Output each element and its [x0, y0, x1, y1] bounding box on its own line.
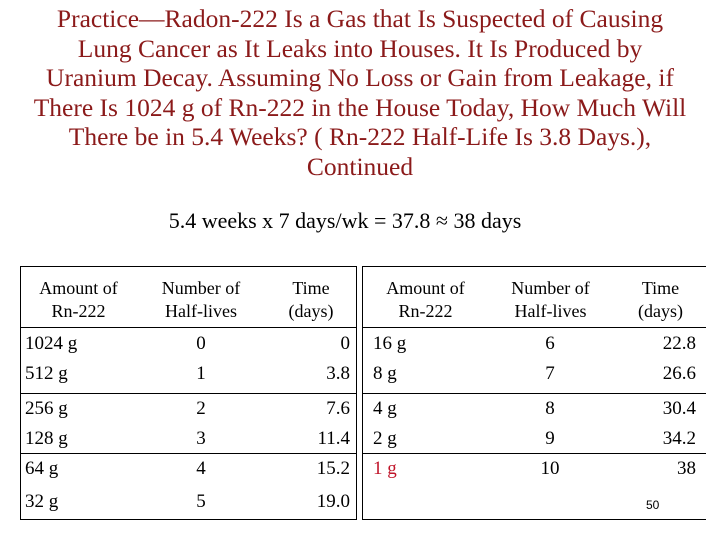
header-amount: Amount of Rn-222: [21, 277, 136, 323]
header-text: Amount of: [39, 278, 118, 298]
table-cell-time: 30.4: [662, 398, 696, 419]
table-cell-time: 15.2: [316, 458, 350, 479]
header-text: Half-lives: [165, 301, 237, 321]
table-cell-amount: 256 g: [25, 398, 68, 419]
table-cell-time: 34.2: [662, 428, 696, 449]
table-cell-amount: 8 g: [373, 363, 397, 384]
table-cell-time: 0: [340, 333, 351, 354]
table-cell-amount: 512 g: [25, 363, 68, 384]
table-cell-halflives: 1: [196, 363, 206, 384]
page-number: 50: [646, 498, 660, 512]
header-divider: [363, 327, 706, 328]
table-cell-amount: 64 g: [25, 458, 59, 479]
table-cell-time: 38: [677, 458, 696, 479]
title-line: Continued: [306, 151, 414, 181]
header-amount: Amount of Rn-222: [363, 277, 488, 323]
row-divider: [363, 453, 706, 454]
table-cell-halflives: 0: [196, 333, 206, 354]
header-time: Time (days): [271, 277, 351, 323]
table-cell-halflives: 8: [545, 398, 555, 419]
row-divider: [363, 393, 706, 394]
table-cell-halflives: 3: [196, 428, 206, 449]
halflife-table-right: Amount of Rn-222 Number of Half-lives Ti…: [362, 266, 706, 520]
title-line: There be in 5.4 Weeks? ( Rn-222 Half-Lif…: [68, 122, 652, 151]
slide-title: Practice—Radon-222 Is a Gas that Is Susp…: [0, 4, 720, 181]
table-cell-halflives: 9: [545, 428, 555, 449]
table-cell-time: 3.8: [326, 363, 350, 384]
halflife-table-left: Amount of Rn-222 Number of Half-lives Ti…: [20, 266, 357, 520]
header-text: Number of: [511, 278, 590, 298]
table-cell-halflives: 4: [196, 458, 206, 479]
table-cell-time: 26.6: [662, 363, 696, 384]
table-cell-amount: 4 g: [373, 398, 397, 419]
table-cell-halflives: 2: [196, 398, 206, 419]
title-line: There Is 1024 g of Rn-222 in the House T…: [33, 92, 687, 122]
table-cell-amount: 2 g: [373, 428, 397, 449]
table-cell-halflives: 5: [196, 491, 206, 512]
header-text: Amount of: [386, 278, 465, 298]
table-cell-halflives: 10: [540, 458, 560, 479]
header-text: (days): [638, 301, 683, 321]
header-text: Number of: [161, 278, 241, 298]
table-cell-time: 11.4: [317, 428, 350, 449]
header-halflives: Number of Half-lives: [493, 277, 608, 323]
table-cell-amount: 1 g: [373, 458, 397, 479]
table-cell-halflives: 6: [545, 333, 555, 354]
header-halflives: Number of Half-lives: [146, 277, 256, 323]
table-cell-time: 22.8: [662, 333, 696, 354]
table-cell-time: 7.6: [326, 398, 350, 419]
table-cell-amount: 16 g: [373, 333, 407, 354]
title-line: Practice—Radon-222 Is a Gas that Is Susp…: [56, 4, 664, 33]
row-divider: [21, 453, 356, 454]
header-text: Rn-222: [398, 301, 453, 321]
header-time: Time (days): [618, 277, 703, 323]
table-cell-halflives: 7: [545, 363, 555, 384]
header-text: (days): [288, 301, 334, 321]
header-text: Time: [641, 278, 680, 298]
header-text: Time: [292, 278, 330, 298]
table-cell-amount: 32 g: [25, 491, 59, 512]
table-cell-time: 19.0: [316, 491, 350, 512]
title-line: Lung Cancer as It Leaks into Houses. It …: [77, 33, 643, 63]
header-text: Rn-222: [51, 301, 106, 321]
table-cell-amount: 1024 g: [25, 333, 78, 354]
row-divider: [21, 393, 356, 394]
header-text: Half-lives: [514, 301, 587, 321]
table-cell-amount: 128 g: [25, 428, 68, 449]
header-divider: [21, 327, 356, 328]
calculation-text: 5.4 weeks x 7 days/wk = 37.8 ≈ 38 days: [168, 208, 522, 233]
title-line: Uranium Decay. Assuming No Loss or Gain …: [46, 63, 674, 92]
